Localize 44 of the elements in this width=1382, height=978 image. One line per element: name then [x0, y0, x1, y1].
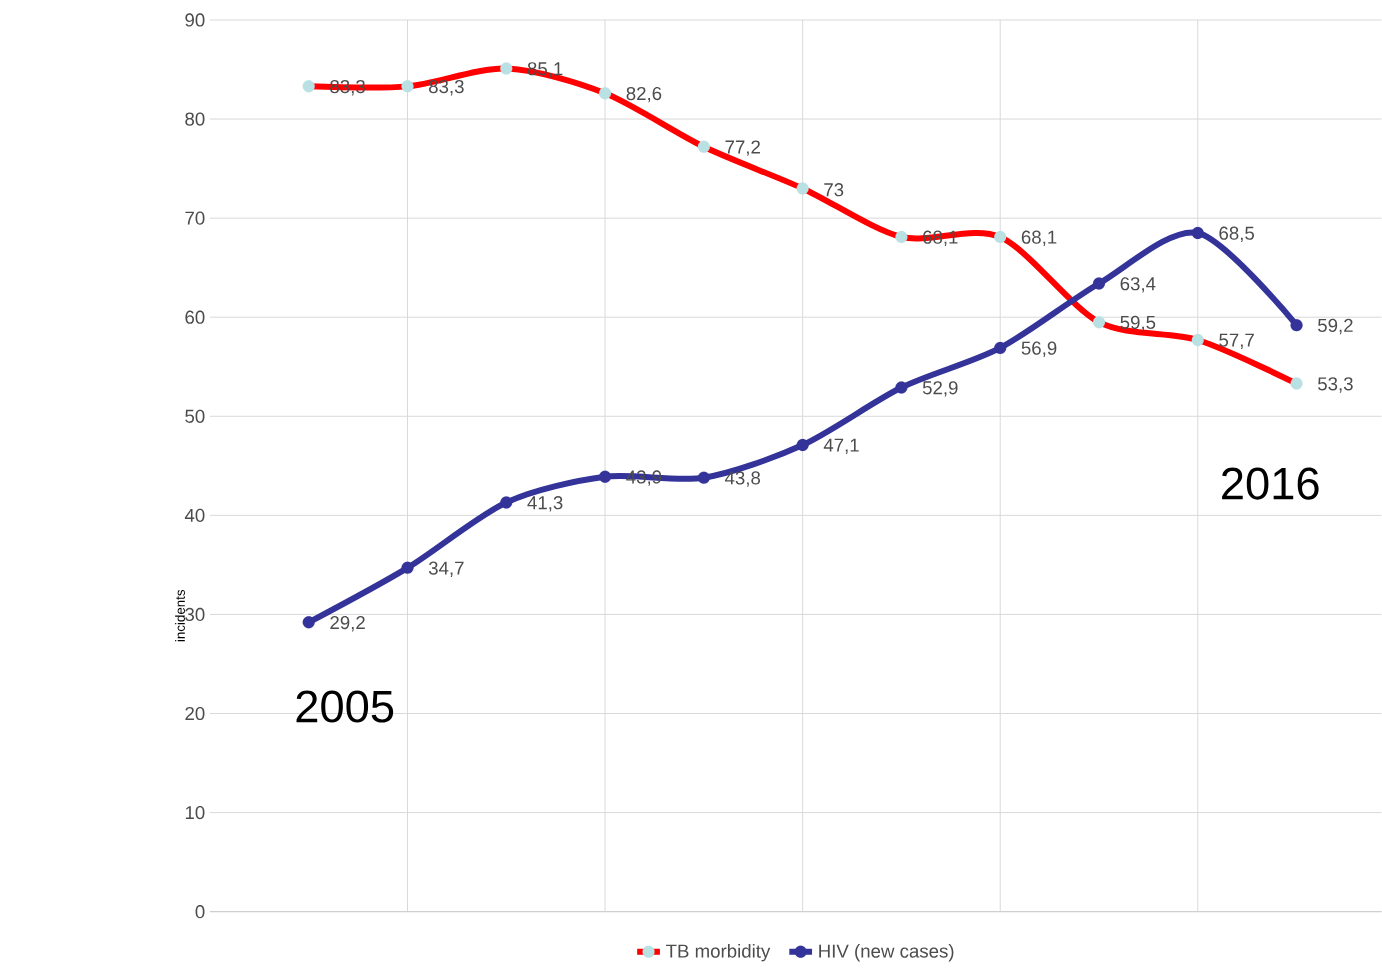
- data-label: 59,5: [1120, 315, 1156, 332]
- y-tick-label: 10: [185, 806, 205, 820]
- point: [1092, 277, 1106, 290]
- data-label: 47,1: [823, 438, 859, 455]
- data-label: 82,6: [626, 87, 662, 103]
- y-tick-label: 60: [185, 310, 205, 324]
- legend-label: HIV (new cases): [819, 944, 954, 962]
- data-label: 63,4: [1120, 277, 1156, 293]
- point: [500, 496, 513, 509]
- legend-label: TB morbidity: [666, 944, 771, 962]
- data-label: 68,5: [1219, 226, 1255, 243]
- annotation: 2005: [296, 690, 394, 723]
- data-label: 83,3: [429, 80, 464, 96]
- data-label: 43,8: [724, 471, 761, 487]
- data-label: 41,3: [527, 496, 563, 512]
- point: [697, 471, 710, 484]
- y-tick-label: 40: [184, 508, 205, 523]
- y-axis-title: incidents: [175, 590, 185, 642]
- data-label: 52,9: [922, 381, 958, 397]
- point: [895, 381, 908, 394]
- point: [1290, 319, 1303, 332]
- y-tick-label: 80: [185, 112, 205, 126]
- y-tick-label: 20: [185, 707, 205, 721]
- y-tick-label: 70: [185, 211, 205, 225]
- data-label: 68,1: [1021, 230, 1057, 247]
- data-label: 73: [824, 183, 844, 197]
- data-label: 59,2: [1318, 318, 1353, 335]
- point: [598, 470, 612, 483]
- data-label: 57,7: [1219, 333, 1254, 350]
- y-tick-label: 30: [185, 607, 205, 622]
- data-label: 77,2: [725, 140, 760, 157]
- data-label: 29,2: [330, 616, 365, 632]
- point: [401, 561, 414, 575]
- y-tick-label: 90: [185, 13, 205, 27]
- point: [302, 616, 315, 629]
- data-label: 53,3: [1318, 377, 1353, 393]
- y-tick-label: 50: [185, 409, 205, 424]
- point: [994, 342, 1007, 355]
- annotation: 2016: [1222, 467, 1319, 500]
- point: [796, 439, 809, 452]
- data-label: 56,9: [1021, 341, 1057, 358]
- point: [1191, 227, 1204, 240]
- y-tick-label: 0: [195, 905, 205, 919]
- data-label: 34,7: [428, 561, 464, 578]
